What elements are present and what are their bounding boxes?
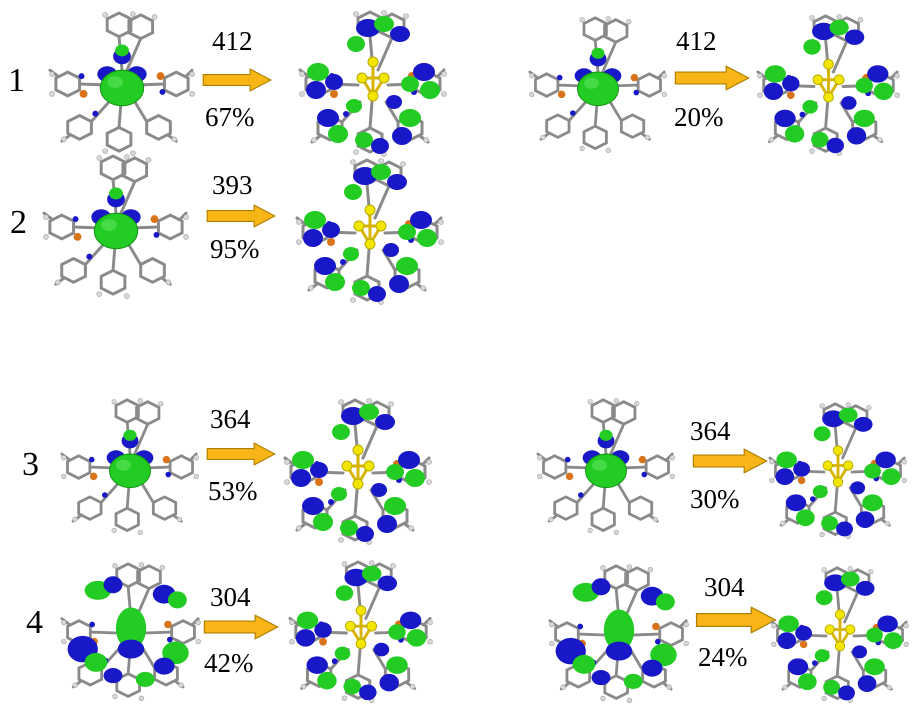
acceptor-orbital-4b — [770, 566, 910, 706]
row-label-4: 4 — [26, 604, 43, 641]
acceptor-orbital-1a — [298, 10, 448, 160]
wavelength-2: 393 — [212, 170, 253, 200]
percent-1b: 20% — [674, 102, 724, 132]
donor-orbital-4a — [60, 562, 202, 704]
wavelength-3b: 364 — [690, 416, 731, 446]
acceptor-orbital-3a — [283, 398, 433, 548]
transition-arrow-1b — [674, 65, 750, 91]
wavelength-4b: 304 — [704, 572, 745, 602]
wavelength-1a: 412 — [212, 26, 253, 56]
transition-arrow-1a — [202, 68, 272, 92]
percent-4a: 42% — [204, 648, 254, 678]
donor-orbital-2 — [42, 154, 190, 302]
donor-orbital-3b — [536, 398, 676, 538]
transition-arrow-3b — [692, 448, 768, 474]
percent-1a: 67% — [205, 102, 255, 132]
acceptor-orbital-1b — [756, 14, 901, 159]
acceptor-orbital-2 — [295, 158, 445, 308]
donor-orbital-4b — [548, 564, 690, 706]
wavelength-3a: 364 — [210, 404, 251, 434]
transition-arrow-4b — [695, 606, 777, 634]
wavelength-1b: 412 — [676, 26, 717, 56]
percent-4b: 24% — [698, 642, 748, 672]
acceptor-orbital-3b — [768, 402, 908, 542]
donor-orbital-1b — [528, 16, 668, 156]
donor-orbital-3a — [60, 398, 200, 538]
row-label-2: 2 — [10, 204, 27, 241]
acceptor-orbital-4a — [288, 560, 434, 706]
row-label-3: 3 — [22, 446, 39, 483]
percent-2: 95% — [210, 234, 260, 264]
percent-3b: 30% — [690, 484, 740, 514]
wavelength-4a: 304 — [210, 582, 251, 612]
row-label-1: 1 — [8, 62, 25, 99]
transition-arrow-4a — [203, 614, 279, 640]
percent-3a: 53% — [208, 476, 258, 506]
donor-orbital-1a — [48, 10, 196, 160]
transition-arrow-3a — [206, 442, 276, 466]
transition-arrow-2 — [206, 204, 276, 228]
